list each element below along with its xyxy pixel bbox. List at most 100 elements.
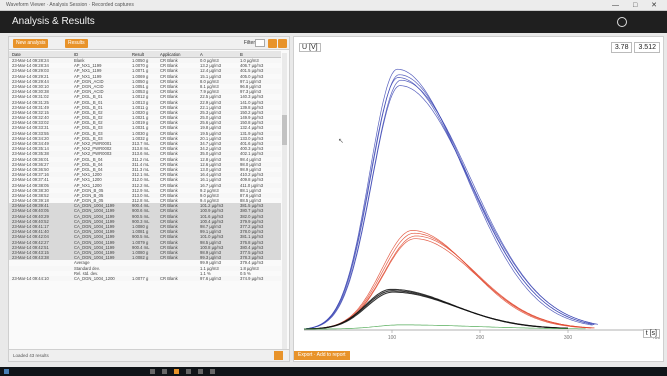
table-row[interactable]: 23-Mar-14 09:30:10 AP_DGN_ACID 1.0051 g CR … bbox=[9, 84, 281, 89]
table-cell: 1.0021 g bbox=[132, 115, 149, 121]
table-row[interactable]: Standard dev. 1.1 µg/m3 1.8 µg/m3 bbox=[9, 265, 281, 271]
table-row[interactable]: 23-Mar-14 09:36:01 AP_DGL_B_04 311.2 mL CR … bbox=[9, 157, 281, 162]
table-cell: AP_NX1_1199 bbox=[74, 68, 102, 74]
table-cell: 19.8 µg/m3 bbox=[200, 125, 222, 131]
table-row[interactable]: 23-Mar-14 09:30:38 AP_DGN_ACID 1.0053 g CR … bbox=[9, 89, 281, 95]
table-row[interactable]: 23-Mar-14 09:40:05 CA_DGN_1004_1199 900.6 … bbox=[9, 208, 281, 214]
table-row[interactable]: 23-Mar-14 09:37:41 AP_NX1_1200 312.0 mL CR … bbox=[9, 177, 281, 182]
results-button[interactable]: Results bbox=[65, 39, 88, 48]
table-cell: 23-Mar-14 09:36:27 bbox=[12, 161, 49, 167]
app-title: Analysis & Results bbox=[12, 16, 95, 27]
table-row[interactable]: 23-Mar-14 09:29:21 AP_NX1_1199 1.0069 g CR … bbox=[9, 74, 281, 79]
table-row[interactable]: 23-Mar-14 09:41:40 CA_DGN_1004_1199 1.0081… bbox=[9, 229, 281, 235]
table-row[interactable]: 23-Mar-14 09:36:50 AP_DGL_B_04 311.3 mL CR … bbox=[9, 167, 281, 172]
table-row[interactable]: 23-Mar-14 09:36:27 AP_DGL_B_04 311.4 mL CR … bbox=[9, 161, 281, 167]
table-row[interactable]: 23-Mar-14 09:29:03 AP_NX1_1199 1.0071 g CR … bbox=[9, 68, 281, 74]
table-row[interactable]: 23-Mar-14 09:32:15 AP_DGL_B_02 1.0020 g CR … bbox=[9, 109, 281, 116]
table-cell: 374.9 µg/m3 bbox=[240, 275, 264, 281]
column-header[interactable]: ID bbox=[74, 52, 79, 57]
table-row[interactable]: 23-Mar-14 09:31:25 AP_DGL_B_01 1.0013 g CR … bbox=[9, 99, 281, 105]
table-cell: CR Blank bbox=[160, 94, 178, 100]
new-analysis-button[interactable]: New analysis bbox=[13, 39, 49, 48]
table-row[interactable]: 23-Mar-14 09:43:15 CA_DGN_1004_1199 1.0080… bbox=[9, 249, 281, 256]
taskbar-app-icon[interactable] bbox=[174, 369, 179, 374]
table-row[interactable]: 23-Mar-14 09:35:38 AP_NX2_PWR0003 313.6 mL… bbox=[9, 151, 281, 157]
series-line-red bbox=[304, 232, 593, 330]
table-cell: 16.1 µg/m3 bbox=[200, 177, 222, 183]
table-row[interactable]: 23-Mar-14 09:31:49 AP_DGL_B_01 1.0011 g CR … bbox=[9, 105, 281, 110]
table-row[interactable]: 23-Mar-14 09:29:44 AP_DGN_ACID 1.0050 g CR … bbox=[9, 78, 281, 84]
table-row[interactable]: 23-Mar-14 09:37:16 AP_NX1_1200 312.1 mL CR … bbox=[9, 172, 281, 178]
filter-select[interactable] bbox=[255, 39, 265, 47]
x-tick-label: 400 bbox=[652, 335, 661, 341]
table-cell: AP_NX1_1200 bbox=[74, 177, 102, 183]
table-row[interactable]: 23-Mar-14 09:33:31 AP_DGL_B_03 1.0031 g CR … bbox=[9, 125, 281, 130]
table-cell: 98.5 µg/m3 bbox=[200, 239, 222, 245]
table-cell: AP_DGL_B_03 bbox=[74, 130, 103, 136]
scrollbar-thumb[interactable] bbox=[282, 115, 287, 145]
table-row[interactable]: 23-Mar-14 09:38:52 AP_DGN_B_05 313.0 mL CR … bbox=[9, 192, 281, 199]
table-row[interactable]: 23-Mar-14 09:31:02 AP_DGL_B_01 1.0012 g CR … bbox=[9, 94, 281, 99]
table-row[interactable]: 23-Mar-14 09:33:55 AP_DGL_B_03 1.0030 g CR … bbox=[9, 130, 281, 136]
table-row[interactable]: 23-Mar-14 09:43:38 CA_DGN_1004_1199 1.0082… bbox=[9, 255, 281, 261]
column-header[interactable]: Application bbox=[160, 52, 181, 57]
series-line-blue bbox=[303, 68, 593, 330]
table-cell: 312.2 mL bbox=[132, 182, 150, 188]
table-cell: AP_DGL_B_04 bbox=[74, 156, 103, 162]
taskbar-app-icon[interactable] bbox=[198, 369, 203, 374]
table-cell: 1.0019 g bbox=[132, 120, 149, 126]
table-row[interactable]: 23-Mar-14 09:33:02 AP_DGL_B_02 1.0019 g CR … bbox=[9, 120, 281, 126]
table-row[interactable]: 23-Mar-14 09:42:27 CA_DGN_1004_1199 1.0079… bbox=[9, 239, 281, 245]
table-row[interactable]: 23-Mar-14 09:42:04 CA_DGN_1004_1199 900.5 … bbox=[9, 234, 281, 240]
series-line-blue bbox=[303, 79, 597, 330]
table-cell: 23-Mar-14 09:35:38 bbox=[12, 151, 49, 157]
table-cell: 97.1 µg/m3 bbox=[240, 78, 262, 84]
table-row[interactable]: 23-Mar-14 09:34:20 AP_DGL_B_03 1.0032 g CR … bbox=[9, 136, 281, 141]
table-row[interactable]: Average 99.9 µg/m3 379.4 µg/m3 bbox=[9, 260, 281, 265]
taskbar-app-icon[interactable] bbox=[150, 369, 155, 374]
table-row[interactable]: 23-Mar-14 09:40:29 CA_DGN_1004_1199 900.5 … bbox=[9, 213, 281, 219]
settings-icon[interactable] bbox=[278, 39, 287, 48]
taskbar-app-icon[interactable] bbox=[162, 369, 167, 374]
table-row[interactable]: 23-Mar-14 09:35:14 AP_NX2_PWR0002 313.8 mL… bbox=[9, 146, 281, 151]
table-row[interactable]: 23-Mar-14 09:32:40 AP_DGL_B_02 1.0021 g CR … bbox=[9, 115, 281, 120]
table-row[interactable]: 23-Mar-14 09:42:51 CA_DGN_1004_1199 900.4 … bbox=[9, 244, 281, 250]
start-icon[interactable] bbox=[4, 369, 9, 374]
table-cell: CR Blank bbox=[160, 203, 178, 209]
column-header[interactable]: Result bbox=[132, 52, 144, 57]
window-controls[interactable]: — □ ✕ bbox=[612, 2, 663, 9]
grid-view-icon[interactable] bbox=[268, 39, 277, 48]
table-row[interactable]: 23-Mar-14 09:38:05 AP_NX1_1200 312.2 mL CR … bbox=[9, 182, 281, 188]
table-row[interactable]: 23-Mar-14 09:40:52 CA_DGN_1004_1199 900.3 … bbox=[9, 218, 281, 224]
table-cell: CR Blank bbox=[160, 78, 178, 84]
table-cell: 23-Mar-14 09:28:24 bbox=[12, 58, 49, 63]
table-row[interactable]: 23-Mar-14 09:28:24 Blank 1.0050 g CR Blank 0… bbox=[9, 58, 281, 64]
table-row[interactable]: 23-Mar-14 09:41:17 CA_DGN_1004_1199 1.0080… bbox=[9, 224, 281, 230]
taskbar-app-icon[interactable] bbox=[186, 369, 191, 374]
table-cell: 1.0013 g bbox=[132, 99, 149, 105]
column-header[interactable]: B bbox=[240, 52, 243, 57]
table-cell: 12.4 µg/m3 bbox=[200, 68, 222, 74]
table-cell: CR Blank bbox=[160, 146, 178, 152]
table-cell: 23-Mar-14 09:31:02 bbox=[12, 94, 49, 100]
table-row[interactable]: 23-Mar-14 09:39:18 AP_DGN_B_05 312.8 mL CR … bbox=[9, 198, 281, 203]
table-row[interactable]: 23-Mar-14 09:38:30 AP_DGN_B_05 312.9 mL CR … bbox=[9, 188, 281, 193]
column-header[interactable]: A bbox=[200, 52, 203, 57]
results-table: Date ID Result Application A B 23-Mar-14 09:2… bbox=[9, 51, 281, 351]
table-cell: 13.2 µg/m3 bbox=[200, 63, 222, 69]
taskbar-app-icon[interactable] bbox=[210, 369, 215, 374]
signal-plot[interactable]: 100 200 300 400 ↖ bbox=[294, 37, 665, 363]
table-row[interactable]: Rel. std. dev. 1.1 % 0.5 % bbox=[9, 271, 281, 276]
table-cell: 380.4 µg/m3 bbox=[240, 244, 264, 250]
table-row[interactable]: 23-Mar-14 09:28:34 AP_NX1_1199 1.0070 g CR … bbox=[9, 63, 281, 68]
export-button[interactable]: Export · Add to report bbox=[294, 351, 350, 360]
table-cell: 23-Mar-14 09:33:55 bbox=[12, 130, 49, 136]
column-header[interactable]: Date bbox=[12, 52, 21, 57]
table-row[interactable]: 23-Mar-14 09:44:10 CA_DGN_1004_1200 1.0077… bbox=[9, 275, 281, 282]
table-cell: 13.0 µg/m3 bbox=[200, 166, 222, 172]
table-row[interactable]: 23-Mar-14 09:39:41 CA_DGN_1004_1199 900.4 … bbox=[9, 203, 281, 209]
table-row[interactable]: 23-Mar-14 09:34:49 AP_NX2_PWR0001 313.7 mL… bbox=[9, 141, 281, 147]
table-cell: 7.9 µg/m3 bbox=[200, 89, 219, 95]
scroll-down-icon[interactable] bbox=[274, 351, 283, 360]
table-scrollbar[interactable] bbox=[282, 53, 287, 353]
